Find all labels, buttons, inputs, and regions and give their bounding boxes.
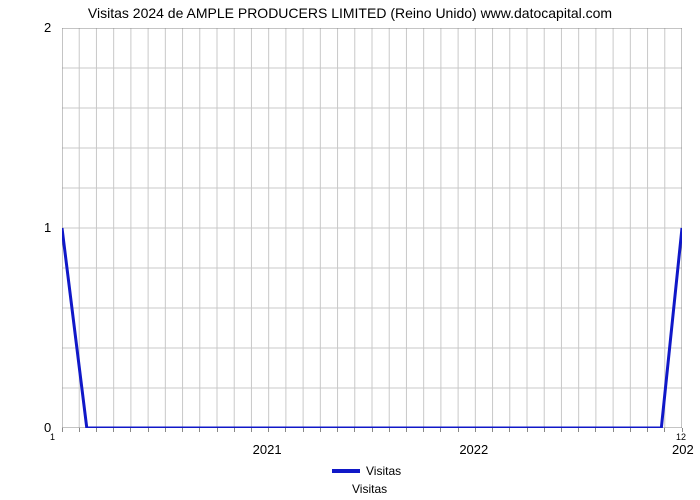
x-tick-label: 2021 [253,442,282,457]
x-tick-label-right: 202 [672,442,694,457]
x-minor-tick [130,428,131,432]
x-minor-tick [509,428,510,432]
x-minor-tick [320,428,321,432]
x-minor-tick [62,428,63,432]
x-minor-tick [372,428,373,432]
x-minor-tick [337,428,338,432]
legend: Visitas [332,464,401,478]
x-minor-tick [682,428,683,432]
x-minor-tick [79,428,80,432]
x-minor-tick [475,428,476,432]
x-minor-tick [268,428,269,432]
x-tick-label: 2022 [459,442,488,457]
x-minor-tick [578,428,579,432]
x-minor-tick [492,428,493,432]
x-minor-tick [251,428,252,432]
x-minor-label-right: 12 [676,432,686,442]
x-minor-tick [148,428,149,432]
x-axis-label: Visitas [352,482,387,496]
y-tick-label: 2 [44,20,51,35]
y-tick-label: 1 [44,220,51,235]
x-minor-tick [113,428,114,432]
x-minor-tick [354,428,355,432]
x-minor-tick [647,428,648,432]
x-minor-tick [561,428,562,432]
x-minor-tick [96,428,97,432]
x-minor-tick [406,428,407,432]
x-minor-tick [458,428,459,432]
x-minor-tick [389,428,390,432]
legend-label: Visitas [366,464,401,478]
x-minor-tick [303,428,304,432]
x-minor-tick [595,428,596,432]
legend-swatch [332,469,360,473]
x-minor-tick [285,428,286,432]
y-minor-label: 1 [50,432,55,442]
x-minor-tick [613,428,614,432]
x-minor-tick [165,428,166,432]
chart-title: Visitas 2024 de AMPLE PRODUCERS LIMITED … [0,5,700,21]
x-minor-tick [182,428,183,432]
x-minor-tick [544,428,545,432]
x-minor-tick [217,428,218,432]
x-minor-tick [199,428,200,432]
grid [62,28,682,428]
plot-area [62,28,682,428]
x-minor-tick [234,428,235,432]
x-minor-tick [440,428,441,432]
x-minor-tick [423,428,424,432]
x-minor-tick [664,428,665,432]
x-minor-tick [527,428,528,432]
x-minor-tick [630,428,631,432]
chart-container: { "chart": { "type": "line", "title": "V… [0,0,700,500]
